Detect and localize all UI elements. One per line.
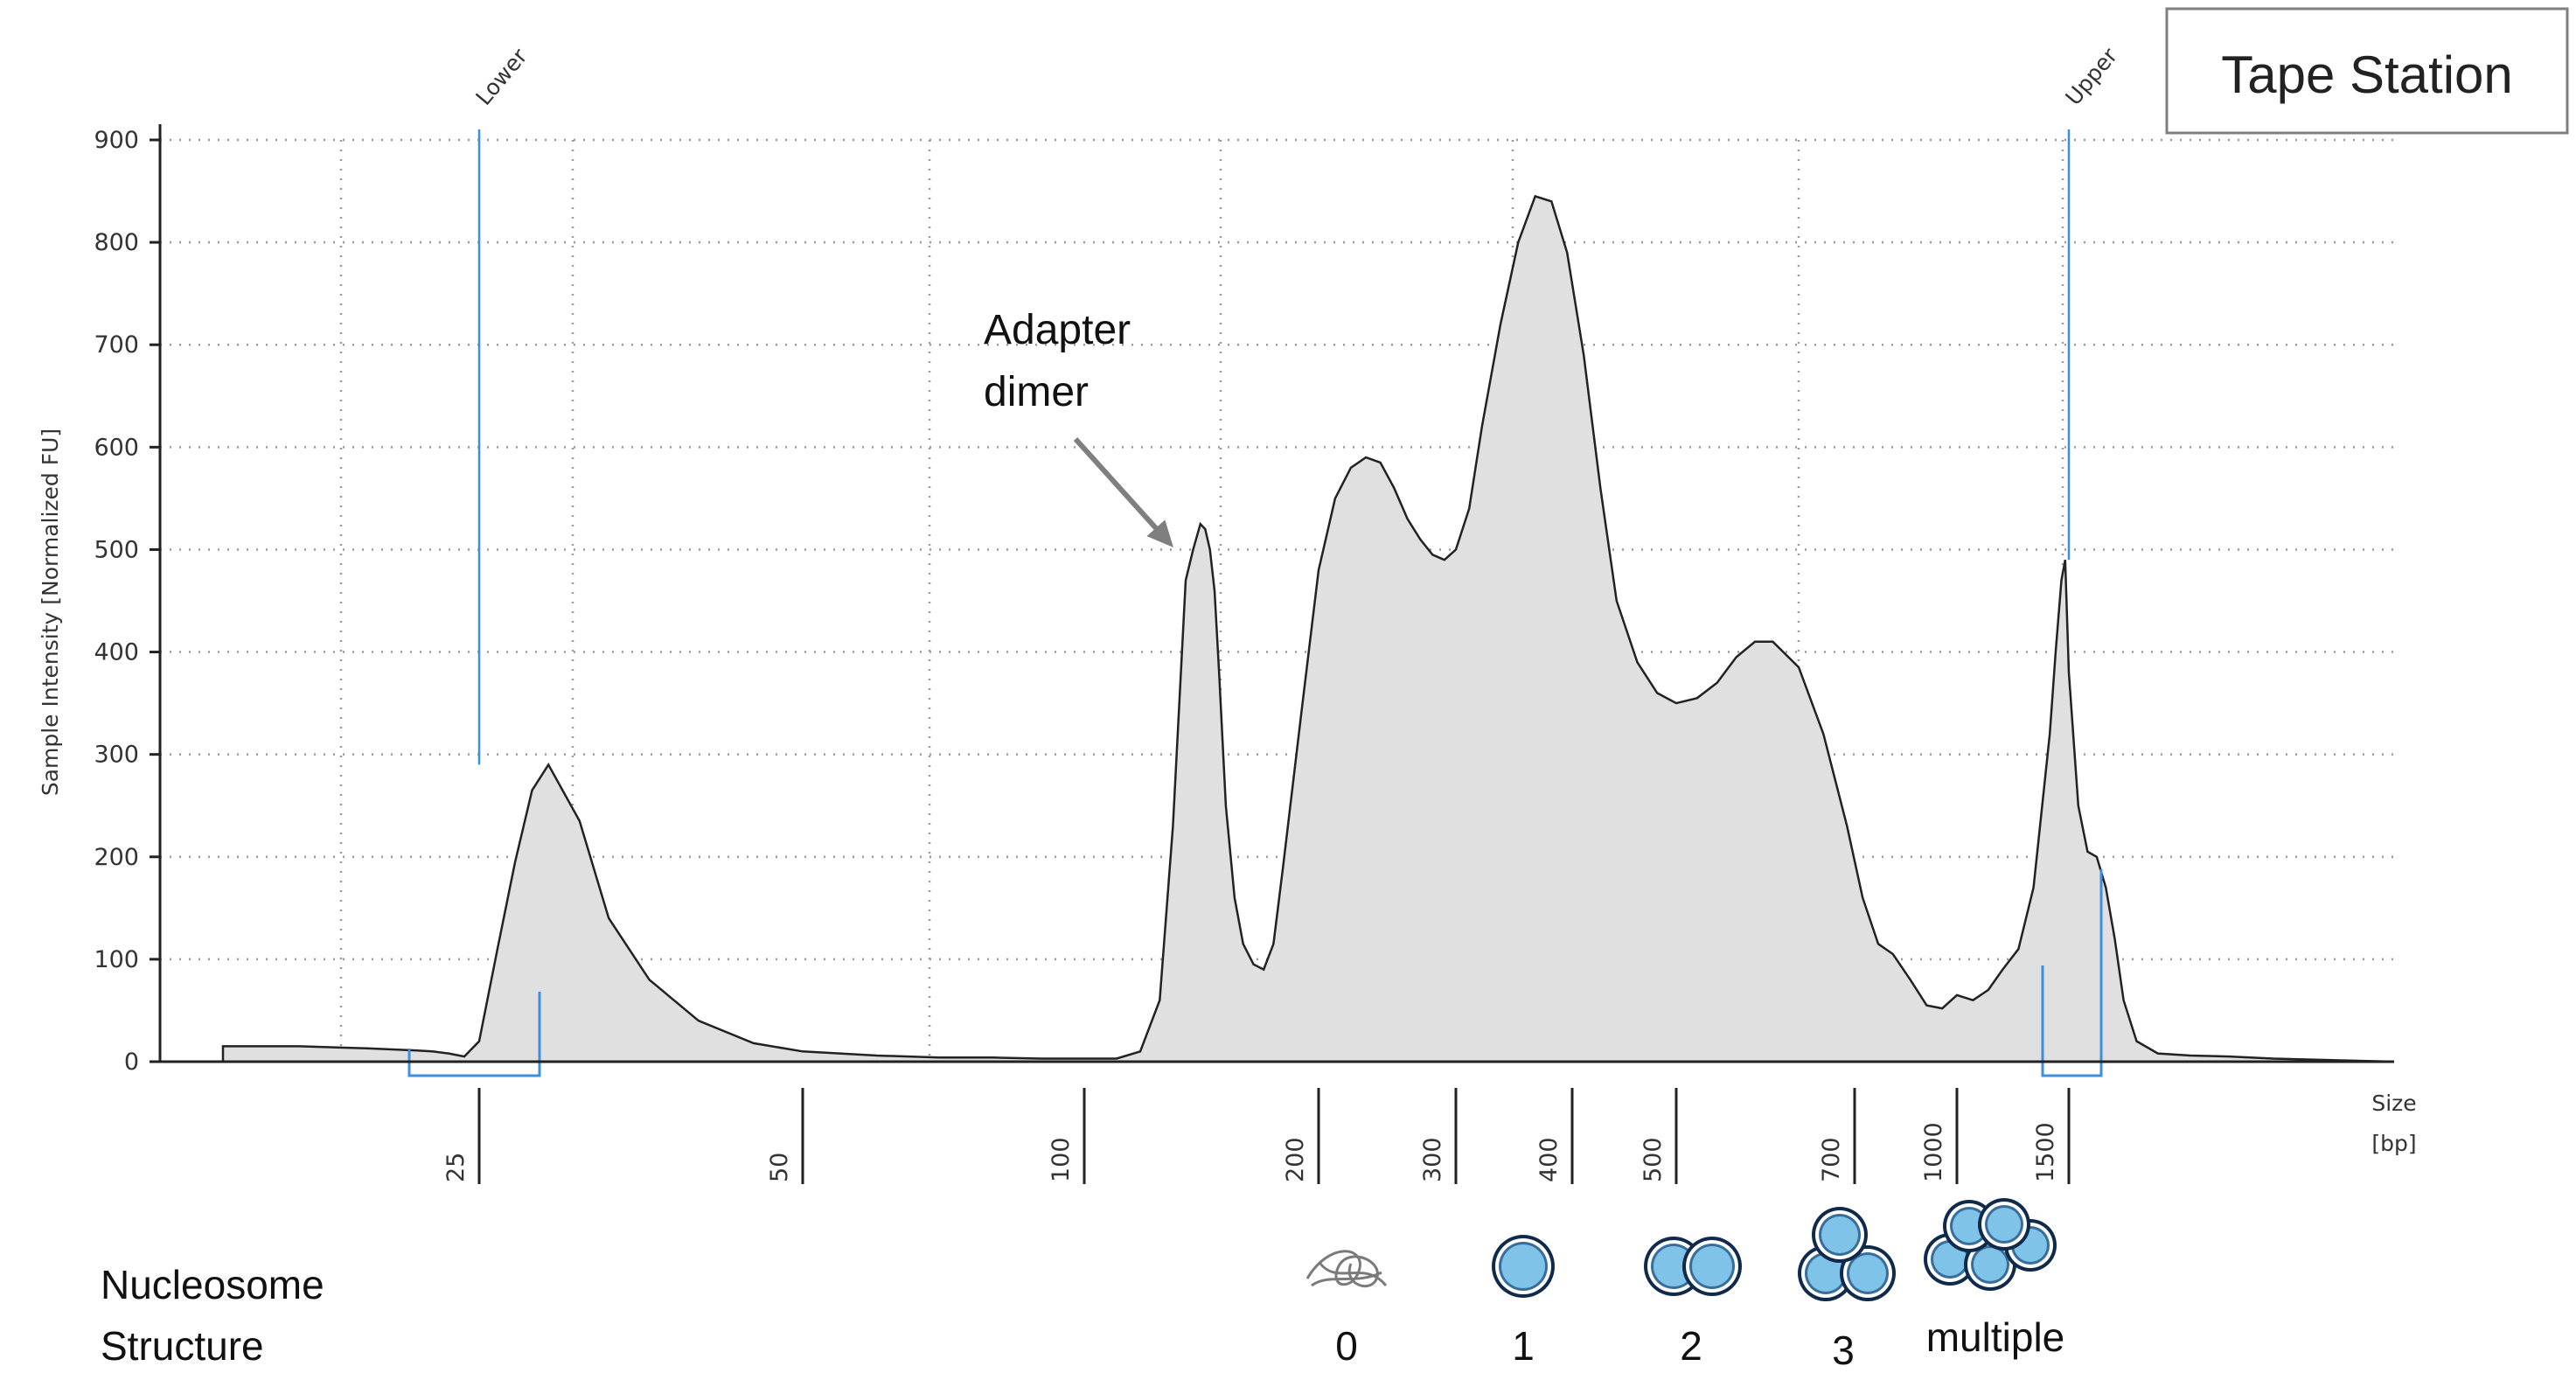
x-tick-labels: 25 50 100 200 300 400 500 700 1000 1500 xyxy=(442,1088,2071,1184)
y-tick-label-4: 400 xyxy=(94,639,139,666)
nucleosome-2-icon-b xyxy=(1682,1237,1742,1296)
y-tick-label-0: 0 xyxy=(124,1049,139,1076)
nucleosome-multiple-icon-e xyxy=(1978,1198,2030,1251)
x-tick-label-6: 500 xyxy=(1640,1137,1667,1182)
nucleosome-3-icon-b xyxy=(1840,1245,1896,1301)
title-box xyxy=(2165,7,2569,135)
x-tick-label-3: 200 xyxy=(1282,1137,1309,1182)
trace-area xyxy=(221,194,2395,1063)
x-tick-label-9: 1500 xyxy=(2032,1122,2059,1182)
title-box-text: Tape Station xyxy=(2221,45,2513,104)
x-tick-label-1: 50 xyxy=(766,1153,793,1182)
y-tick-label-8: 800 xyxy=(94,229,139,256)
nucleosome-count-3: 3 xyxy=(1832,1328,1855,1373)
y-tick-label-6: 600 xyxy=(94,434,139,461)
nucleosome-count-1: 1 xyxy=(1512,1323,1535,1369)
nucleosome-count-0: 0 xyxy=(1335,1323,1358,1369)
annotation-arrow xyxy=(1073,436,1159,531)
nucleosome-multiple-icon-b xyxy=(1964,1238,2016,1291)
x-tick-label-4: 300 xyxy=(1419,1137,1446,1182)
nucleosome-label-line2: Structure xyxy=(101,1323,264,1369)
integration-bracket-upper xyxy=(2041,869,2103,1077)
x-tick-label-7: 700 xyxy=(1818,1137,1845,1182)
y-tick-label-2: 200 xyxy=(94,844,139,871)
free-dna-icon xyxy=(1305,1250,1388,1288)
nucleosome-count-multiple: multiple xyxy=(1926,1314,2065,1360)
nucleosome-icons xyxy=(1492,1198,2057,1301)
nucleosome-label-line1: Nucleosome xyxy=(101,1262,324,1307)
nucleosome-count-2: 2 xyxy=(1680,1323,1702,1369)
y-tick-label-7: 700 xyxy=(94,331,139,359)
nucleosome-1-icon xyxy=(1492,1235,1555,1298)
annotation-arrow-head xyxy=(1146,519,1173,547)
nucleosome-3-icon-c xyxy=(1812,1207,1868,1263)
marker-label-lower: Lower xyxy=(470,43,533,110)
x-axis-label-line2: [bp] xyxy=(2371,1131,2416,1156)
y-tick-label-1: 100 xyxy=(94,946,139,973)
y-axis-label: Sample Intensity [Normalized FU] xyxy=(38,429,63,796)
x-tick-label-8: 1000 xyxy=(1920,1122,1947,1182)
x-tick-label-2: 100 xyxy=(1048,1137,1075,1182)
x-axis-label-line1: Size xyxy=(2371,1091,2416,1116)
y-tick-label-9: 900 xyxy=(94,127,139,154)
marker-label-upper: Upper xyxy=(2060,43,2122,110)
y-tick-labels: 0 100 200 300 400 500 600 700 800 900 xyxy=(94,127,160,1076)
y-tick-label-3: 300 xyxy=(94,742,139,769)
x-tick-label-0: 25 xyxy=(442,1153,470,1182)
annotation-line1: Adapter xyxy=(984,307,1131,353)
axes xyxy=(158,124,2394,1063)
annotation-line2: dimer xyxy=(984,369,1089,415)
y-tick-label-5: 500 xyxy=(94,536,139,563)
x-tick-label-5: 400 xyxy=(1535,1137,1563,1182)
